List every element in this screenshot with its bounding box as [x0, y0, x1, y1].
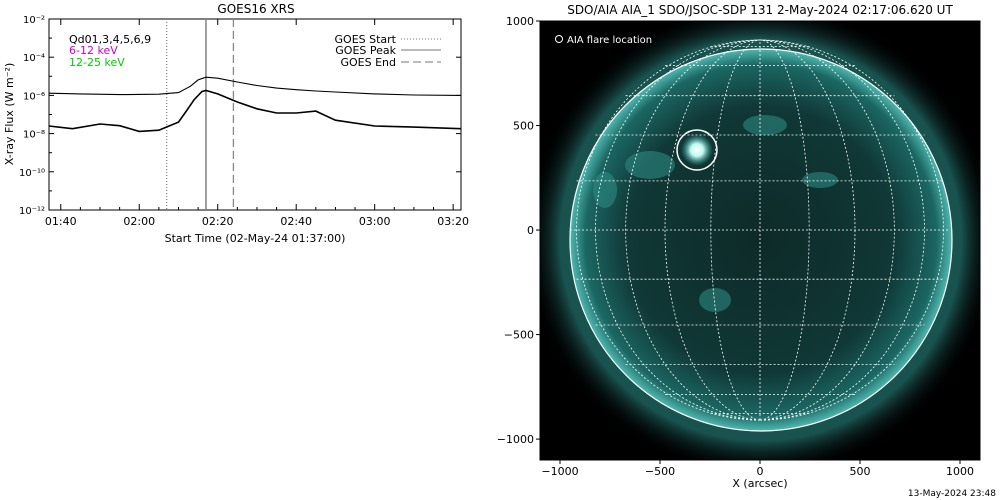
footer-timestamp: 13-May-2024 23:48 [908, 489, 996, 499]
aia-y-tick-label: −1000 [497, 433, 534, 446]
goes-y-tick-label: 10⁻⁶ [23, 91, 45, 102]
active-region-sw [699, 288, 731, 312]
grid-meridian [625, 39, 761, 421]
goes-title: GOES16 XRS [217, 2, 294, 16]
solar-limb [569, 48, 953, 432]
aia-legend-symbol [555, 35, 563, 43]
active-region-east [625, 151, 675, 179]
goes-series-group [49, 76, 461, 133]
aia-y-tick-label: −500 [504, 329, 534, 342]
aia-y-tick-label: 0 [527, 224, 534, 237]
aia-y-tick-label: 500 [513, 120, 534, 133]
goes-x-axis-label: Start Time (02-May-24 01:37:00) [165, 232, 346, 245]
goes-y-axis-label: X-ray Flux (W m⁻²) [3, 63, 16, 165]
goes-x-tick-label: 02:40 [280, 215, 312, 228]
aia-y-ticks: −1000 −500 0 500 1000 [497, 15, 540, 446]
aia-image [540, 21, 980, 460]
aia-x-tick-label: −1000 [541, 465, 578, 478]
goes-x-tick-label: 03:00 [359, 215, 391, 228]
aia-legend-label: AIA flare location [567, 35, 652, 46]
aia-x-ticks: −1000 −500 0 500 1000 [541, 460, 974, 478]
goes-x-tick-label: 02:00 [123, 215, 155, 228]
grid-meridian [759, 39, 810, 421]
grid-meridian [664, 39, 761, 421]
active-region-ne2 [802, 172, 838, 188]
aia-x-tick-label: 1000 [946, 465, 974, 478]
aia-y-tick-label: 1000 [506, 15, 534, 28]
grid-meridian [759, 39, 856, 421]
grid-meridian [576, 39, 761, 421]
goes-channel-legend-2: 12-25 keV [69, 56, 125, 69]
aia-x-axis-label: X (arcsec) [732, 477, 787, 490]
goes-legend-start-label: GOES Start [335, 33, 397, 46]
goes-x-tick-label: 03:20 [437, 215, 469, 228]
aia-panel: SDO/AIA AIA_1 SDO/JSOC-SDP 131 2-May-202… [497, 3, 981, 490]
active-region-ne [743, 115, 787, 135]
aia-title: SDO/AIA AIA_1 SDO/JSOC-SDP 131 2-May-202… [567, 3, 953, 17]
goes-legend-end-label: GOES End [340, 56, 396, 69]
flare-location-marker [676, 129, 718, 171]
goes-legend-peak-label: GOES Peak [335, 44, 396, 57]
goes-x-tick-label: 02:20 [202, 215, 234, 228]
goes-x-tick-label: 01:40 [45, 215, 77, 228]
heliographic-grid [570, 39, 950, 421]
solar-disk [570, 49, 952, 431]
goes-x-ticks: 01:40 02:00 02:20 02:40 03:00 03:20 [45, 19, 469, 228]
goes-series-line-0 [49, 76, 461, 96]
aia-x-tick-label: −500 [645, 465, 675, 478]
goes-panel: GOES16 XRS 10⁻¹² 10⁻¹⁰ 10⁻⁸ 10⁻⁶ 10⁻⁴ 10⁻² 01… [3, 2, 469, 245]
goes-y-tick-label: 10⁻² [23, 15, 45, 26]
goes-y-tick-label: 10⁻⁴ [23, 53, 45, 64]
goes-series-line-1 [49, 89, 461, 133]
aia-x-tick-label: 500 [850, 465, 871, 478]
goes-y-tick-label: 10⁻¹² [19, 206, 45, 217]
flare-glow [681, 134, 713, 166]
goes-event-markers [166, 19, 235, 210]
aia-legend: AIA flare location [555, 35, 652, 46]
goes-y-tick-label: 10⁻¹⁰ [19, 168, 45, 179]
goes-channel-legend-1: 6-12 keV [69, 44, 118, 57]
aia-x-tick-label: 0 [757, 465, 764, 478]
goes-channel-legend-0: Qd01,3,4,5,6,9 [69, 33, 151, 46]
active-regions [593, 115, 838, 312]
goes-y-tick-label: 10⁻⁸ [23, 130, 45, 141]
active-region-west [593, 172, 617, 208]
